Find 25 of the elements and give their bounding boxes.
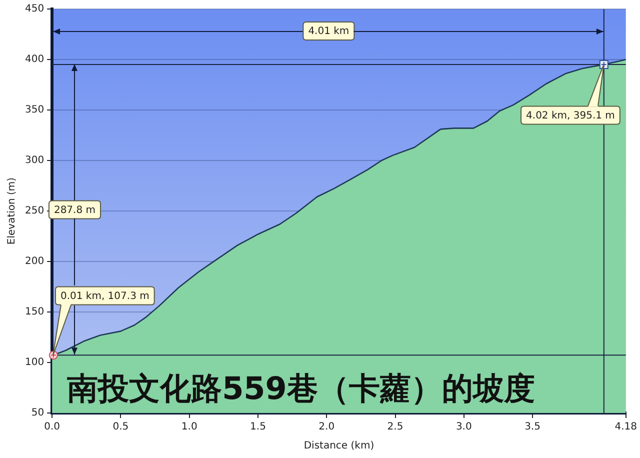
text: 南投文化路559巷（卡蘿）的坡度 — [67, 371, 535, 407]
y-tick-label: 300 — [24, 155, 44, 166]
y-tick-label: 200 — [24, 256, 44, 268]
x-tick-label: 2.0 — [318, 422, 335, 433]
x-tick-label: 2.5 — [387, 422, 404, 433]
y-axis-title: Elevation (m) — [6, 177, 18, 245]
y-tick-label: 150 — [24, 306, 44, 318]
annotation: 0.01 km, 107.3 m — [60, 290, 150, 302]
x-tick-label: 1.0 — [181, 422, 198, 433]
x-tick-label: 1.5 — [250, 422, 266, 433]
y-tick-label: 450 — [24, 4, 44, 15]
y-tick-label: 350 — [24, 104, 44, 116]
x-tick-label: 3.0 — [456, 422, 472, 433]
annotation: 4.01 km — [308, 26, 350, 38]
annotation: 4.02 km, 395.1 m — [526, 110, 615, 122]
y-tick-label: 400 — [24, 54, 44, 66]
x-tick-label: 0.0 — [44, 422, 60, 433]
annotation: 287.8 m — [54, 204, 96, 216]
x-tick-label: 4.18 — [614, 422, 637, 433]
y-tick-label: 50 — [31, 408, 44, 419]
y-tick-label: 250 — [24, 206, 44, 217]
x-tick-label: 3.5 — [524, 422, 540, 433]
x-tick-label: 0.5 — [112, 422, 129, 433]
x-axis-title: Distance (km) — [304, 440, 374, 452]
y-tick-label: 100 — [24, 357, 44, 368]
